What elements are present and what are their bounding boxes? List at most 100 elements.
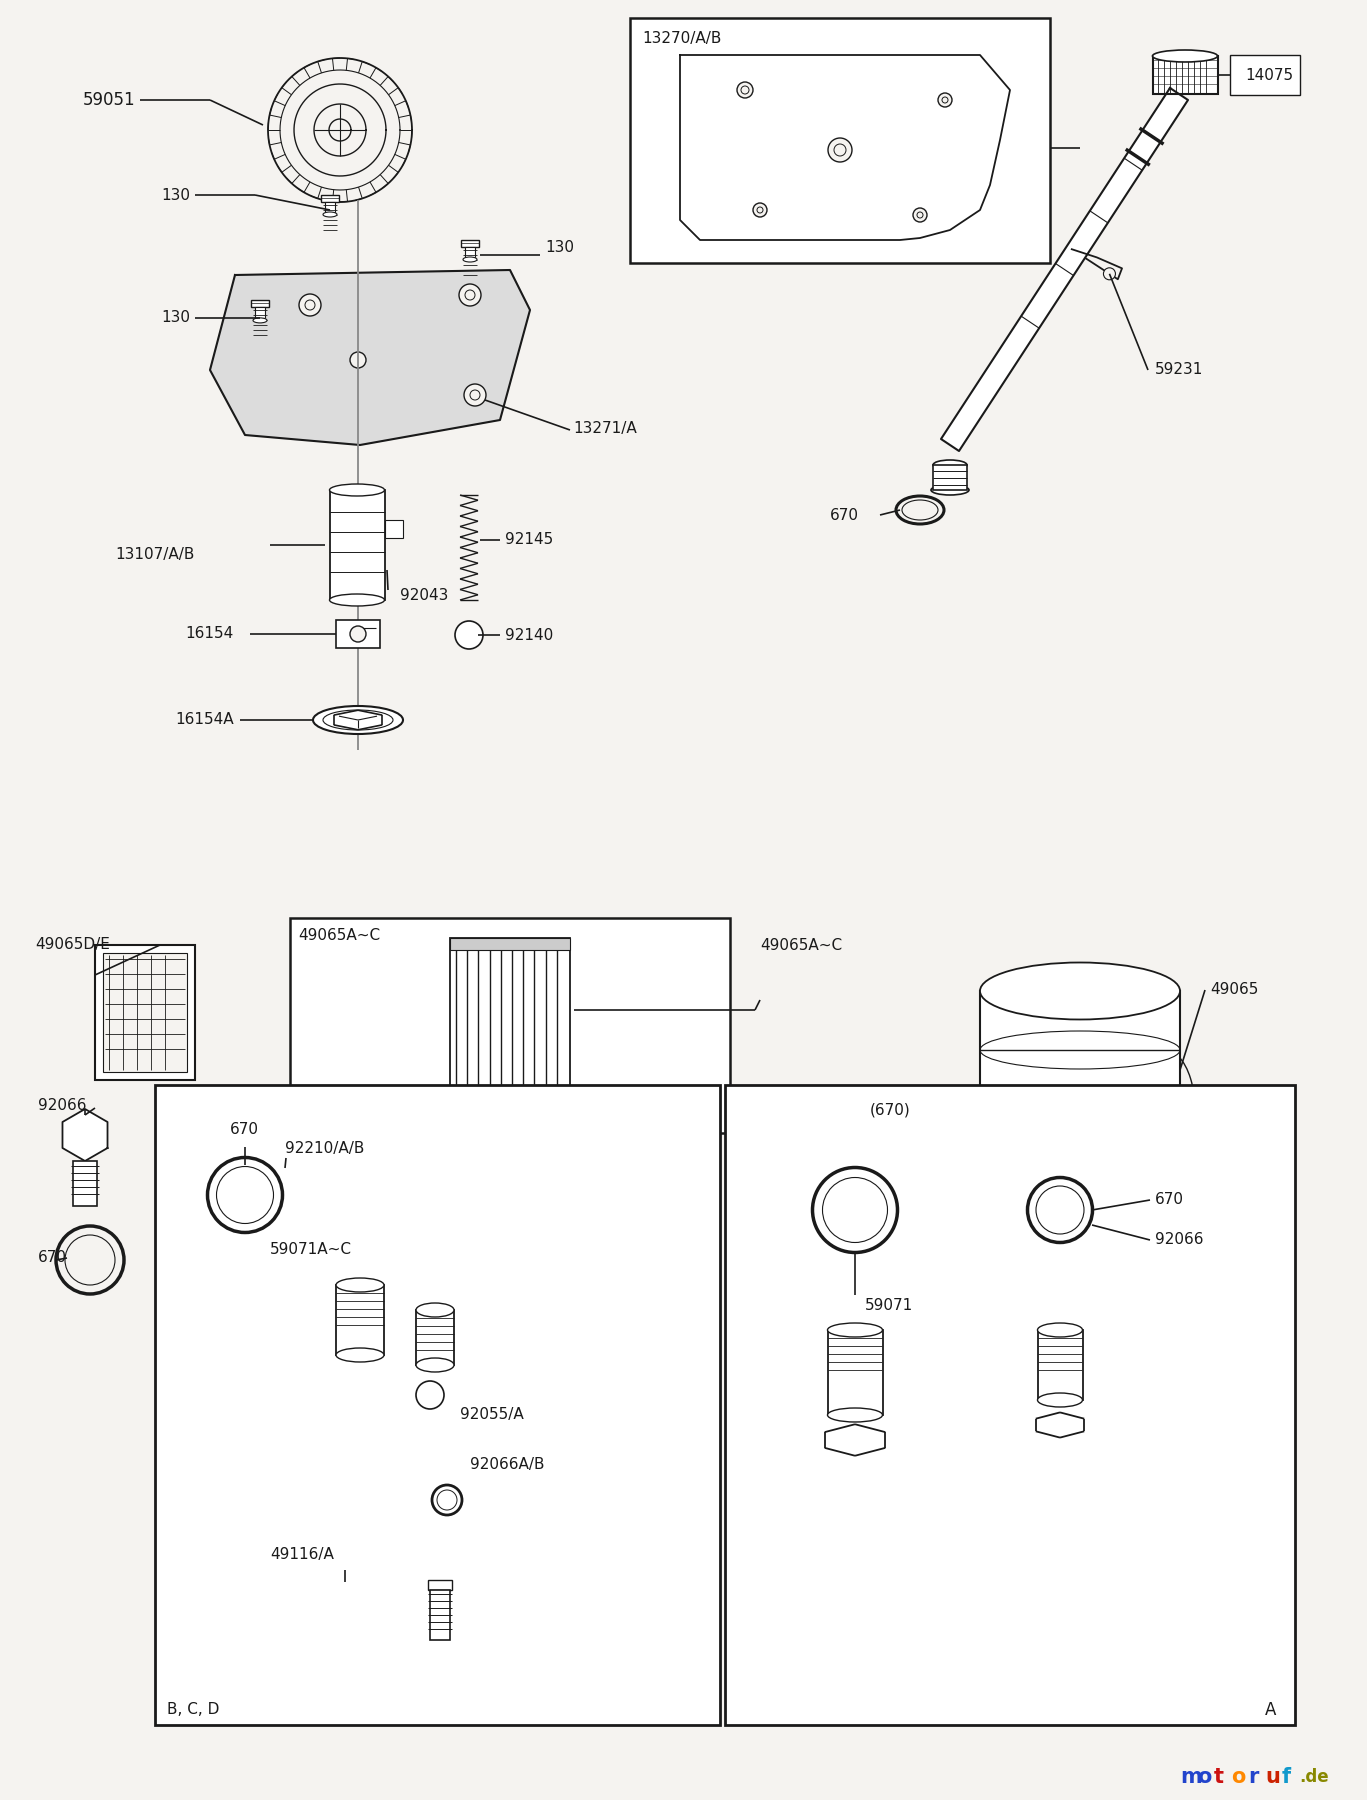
Text: 130: 130: [161, 187, 190, 203]
Ellipse shape: [323, 212, 338, 218]
Circle shape: [753, 203, 767, 218]
Bar: [1152, 56, 1218, 94]
Bar: [450, 938, 570, 1103]
Ellipse shape: [329, 484, 384, 497]
Text: o: o: [1197, 1768, 1211, 1787]
Text: 92140: 92140: [504, 628, 554, 643]
Bar: [336, 619, 380, 648]
Ellipse shape: [329, 594, 384, 607]
Circle shape: [741, 86, 749, 94]
Circle shape: [305, 301, 314, 310]
Bar: [94, 945, 195, 1080]
Circle shape: [470, 391, 480, 400]
Circle shape: [828, 139, 852, 162]
Circle shape: [757, 207, 763, 212]
Text: 16154A: 16154A: [175, 713, 234, 727]
Polygon shape: [63, 1109, 108, 1161]
Circle shape: [942, 97, 947, 103]
Text: 92066: 92066: [1155, 1233, 1203, 1247]
Ellipse shape: [980, 963, 1180, 1019]
Ellipse shape: [416, 1357, 454, 1372]
Ellipse shape: [253, 319, 267, 322]
Text: A: A: [1264, 1701, 1277, 1719]
Ellipse shape: [416, 1303, 454, 1318]
Circle shape: [465, 290, 474, 301]
Bar: [1230, 56, 1300, 95]
Text: 49065D/E: 49065D/E: [36, 938, 109, 952]
Text: 59071: 59071: [865, 1298, 913, 1312]
Ellipse shape: [323, 709, 392, 731]
Text: 670: 670: [230, 1123, 258, 1138]
Bar: [465, 247, 474, 257]
Circle shape: [455, 621, 483, 650]
Text: 92210/A/B: 92210/A/B: [284, 1141, 365, 1156]
Bar: [290, 918, 730, 1132]
Text: 49065: 49065: [1210, 983, 1259, 997]
Bar: [329, 490, 385, 599]
Bar: [385, 520, 403, 538]
Ellipse shape: [980, 1172, 1180, 1229]
Text: 13271/A: 13271/A: [573, 421, 637, 436]
Ellipse shape: [1038, 1393, 1083, 1408]
Circle shape: [463, 383, 487, 407]
Text: 59231: 59231: [1155, 362, 1203, 378]
Text: 670: 670: [830, 508, 858, 522]
Text: 59051: 59051: [82, 92, 135, 110]
Text: 13270/A/B: 13270/A/B: [642, 31, 722, 45]
Bar: [1038, 1330, 1083, 1400]
Text: 16154: 16154: [185, 626, 234, 641]
Bar: [325, 202, 335, 212]
Polygon shape: [940, 88, 1188, 452]
Text: o: o: [1232, 1768, 1245, 1787]
Text: 670: 670: [1155, 1192, 1184, 1208]
Bar: [725, 1085, 1295, 1724]
Circle shape: [938, 94, 951, 106]
Bar: [934, 464, 966, 490]
Text: r: r: [1248, 1768, 1259, 1787]
Ellipse shape: [830, 1429, 880, 1451]
Bar: [416, 1310, 454, 1364]
Text: 670: 670: [38, 1251, 67, 1265]
Text: u: u: [1264, 1768, 1280, 1787]
Circle shape: [1103, 268, 1115, 279]
Ellipse shape: [313, 706, 403, 734]
Text: 49065A~C: 49065A~C: [760, 938, 842, 952]
Bar: [450, 938, 570, 950]
Ellipse shape: [827, 1323, 883, 1337]
Ellipse shape: [336, 1278, 384, 1292]
Ellipse shape: [463, 257, 477, 263]
Ellipse shape: [934, 461, 966, 470]
Circle shape: [350, 626, 366, 643]
Text: 92066A/B: 92066A/B: [470, 1458, 544, 1472]
Bar: [428, 1580, 452, 1589]
Bar: [154, 1085, 720, 1724]
Text: t: t: [1214, 1768, 1223, 1787]
Circle shape: [834, 144, 846, 157]
Text: B, C, D: B, C, D: [167, 1703, 219, 1717]
Text: m: m: [1180, 1768, 1202, 1787]
Polygon shape: [211, 270, 530, 445]
Polygon shape: [679, 56, 1010, 239]
Text: 92043: 92043: [401, 587, 448, 603]
Text: 130: 130: [545, 241, 574, 256]
Bar: [461, 239, 478, 247]
Ellipse shape: [336, 1348, 384, 1363]
Text: 130: 130: [161, 310, 190, 326]
Text: 92066: 92066: [38, 1098, 86, 1112]
Bar: [450, 1091, 570, 1103]
Ellipse shape: [1152, 50, 1218, 61]
Circle shape: [299, 293, 321, 317]
Ellipse shape: [931, 484, 969, 495]
Bar: [336, 1285, 384, 1355]
Circle shape: [416, 1381, 444, 1409]
Bar: [252, 301, 269, 308]
Text: f: f: [1282, 1768, 1290, 1787]
Ellipse shape: [1038, 1323, 1083, 1337]
Text: 92145: 92145: [504, 533, 554, 547]
Bar: [431, 1589, 450, 1640]
Bar: [256, 308, 265, 319]
Text: 13107/A/B: 13107/A/B: [115, 547, 194, 562]
Text: 49116/A: 49116/A: [271, 1548, 334, 1562]
Bar: [103, 952, 187, 1073]
Circle shape: [459, 284, 481, 306]
